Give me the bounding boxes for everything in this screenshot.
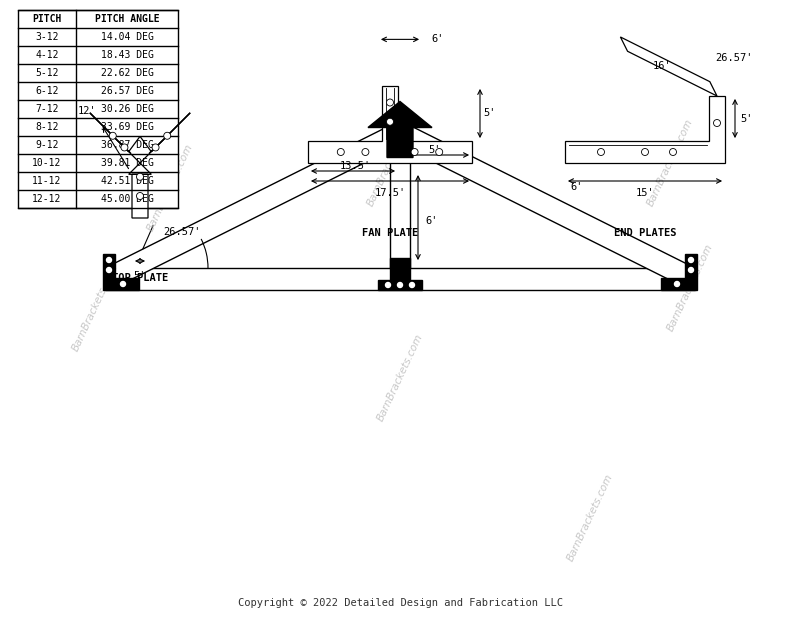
Circle shape [436, 148, 442, 156]
Polygon shape [308, 86, 472, 163]
Circle shape [411, 148, 418, 156]
Bar [390, 121, 410, 268]
Text: 3-12: 3-12 [35, 32, 58, 42]
Text: PITCH: PITCH [32, 14, 62, 24]
Circle shape [398, 282, 402, 287]
Text: 5': 5' [429, 145, 442, 155]
Text: 11-12: 11-12 [32, 176, 62, 186]
Text: BarnBrackets.com: BarnBrackets.com [70, 263, 120, 353]
Circle shape [410, 282, 414, 287]
Polygon shape [390, 121, 695, 287]
Text: 13.5': 13.5' [339, 161, 370, 171]
Circle shape [386, 118, 394, 125]
Polygon shape [378, 258, 422, 290]
Text: BarnBrackets.com: BarnBrackets.com [566, 473, 614, 563]
Circle shape [362, 148, 369, 156]
Circle shape [670, 148, 677, 156]
Circle shape [598, 148, 605, 156]
Text: 6-12: 6-12 [35, 86, 58, 96]
Circle shape [137, 173, 143, 180]
Polygon shape [621, 37, 717, 96]
Text: 10-12: 10-12 [32, 158, 62, 168]
Text: FAN PLATE: FAN PLATE [362, 228, 418, 238]
Polygon shape [368, 101, 432, 158]
Text: 26.57': 26.57' [715, 53, 753, 63]
Circle shape [121, 282, 126, 287]
Text: 30.26 DEG: 30.26 DEG [101, 104, 154, 114]
Text: BarnBrackets.com: BarnBrackets.com [666, 243, 714, 333]
Text: 6': 6' [426, 216, 438, 226]
Circle shape [674, 282, 679, 287]
Polygon shape [661, 254, 697, 290]
Circle shape [106, 268, 111, 273]
Text: 5-12: 5-12 [35, 68, 58, 78]
Text: 9-12: 9-12 [35, 140, 58, 150]
Circle shape [137, 192, 143, 200]
Text: 6': 6' [570, 182, 582, 192]
Text: BarnBrackets.com: BarnBrackets.com [366, 117, 414, 208]
Text: 7-12: 7-12 [35, 104, 58, 114]
Text: 12': 12' [78, 106, 97, 116]
Text: 15': 15' [636, 188, 654, 198]
Text: 26.57': 26.57' [163, 227, 201, 237]
Text: 39.81 DEG: 39.81 DEG [101, 158, 154, 168]
Text: PITCH ANGLE: PITCH ANGLE [94, 14, 159, 24]
Text: 5': 5' [134, 271, 146, 281]
Circle shape [642, 148, 649, 156]
Bar [18, 10, 178, 208]
Circle shape [106, 258, 111, 263]
Circle shape [110, 132, 116, 139]
Text: 42.51 DEG: 42.51 DEG [101, 176, 154, 186]
Text: 33.69 DEG: 33.69 DEG [101, 122, 154, 132]
Text: 26.57 DEG: 26.57 DEG [101, 86, 154, 96]
Text: 5': 5' [484, 109, 496, 119]
Circle shape [689, 268, 694, 273]
Text: 45.00 DEG: 45.00 DEG [101, 194, 154, 204]
Circle shape [164, 132, 170, 139]
Circle shape [152, 144, 159, 151]
Text: 22.62 DEG: 22.62 DEG [101, 68, 154, 78]
Text: END PLATES: END PLATES [614, 228, 676, 238]
Circle shape [338, 148, 344, 156]
Text: 12-12: 12-12 [32, 194, 62, 204]
Polygon shape [565, 96, 725, 163]
Circle shape [689, 258, 694, 263]
Text: 18.43 DEG: 18.43 DEG [101, 50, 154, 60]
Text: 8-12: 8-12 [35, 122, 58, 132]
Text: 17.5': 17.5' [374, 188, 406, 198]
Circle shape [714, 119, 721, 127]
Polygon shape [103, 254, 139, 290]
Circle shape [121, 144, 128, 151]
Circle shape [386, 282, 390, 287]
Text: 16': 16' [653, 61, 671, 71]
Bar [105, 268, 695, 290]
Text: BarnBrackets.com: BarnBrackets.com [375, 332, 425, 423]
Text: 14.04 DEG: 14.04 DEG [101, 32, 154, 42]
Circle shape [386, 99, 394, 106]
Text: BarnBrackets.com: BarnBrackets.com [646, 117, 694, 208]
Text: 36.87 DEG: 36.87 DEG [101, 140, 154, 150]
Polygon shape [90, 113, 190, 218]
Text: 6': 6' [432, 35, 444, 44]
Text: BarnBrackets.com: BarnBrackets.com [146, 143, 194, 233]
Text: 4-12: 4-12 [35, 50, 58, 60]
Text: Copyright © 2022 Detailed Design and Fabrication LLC: Copyright © 2022 Detailed Design and Fab… [238, 598, 562, 608]
Text: 5': 5' [741, 114, 754, 124]
Polygon shape [105, 121, 410, 287]
Text: TOP PLATE: TOP PLATE [112, 273, 168, 283]
